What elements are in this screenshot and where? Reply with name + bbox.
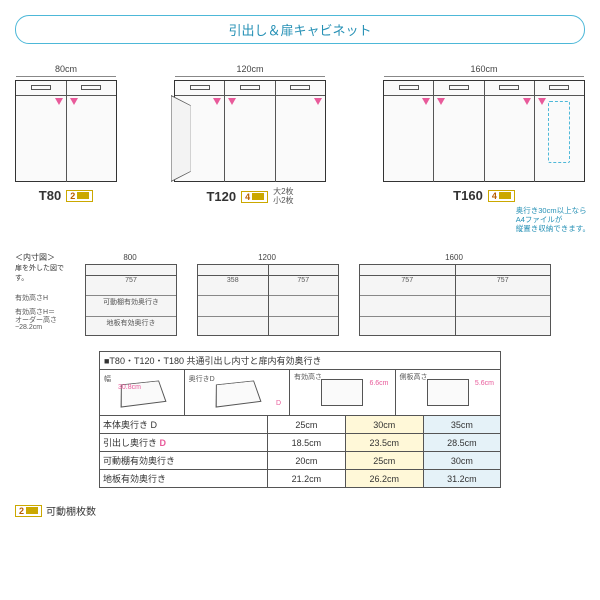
interior-unit: 800 757可動棚有効奥行き地板有効奥行き bbox=[85, 253, 177, 336]
spec-cell: 20cm bbox=[267, 452, 345, 470]
width-label: 80cm bbox=[16, 64, 116, 74]
interior-unit: 1200 358757 bbox=[197, 253, 339, 336]
interior-width-label: 800 bbox=[85, 253, 175, 262]
spec-row: 地板有効奥行き21.2cm26.2cm31.2cm bbox=[100, 470, 500, 488]
spec-row: 可動棚有効奥行き20cm25cm30cm bbox=[100, 452, 500, 470]
arrow-icon bbox=[213, 98, 221, 105]
width-label: 160cm bbox=[384, 64, 584, 74]
interior-cell: 757 bbox=[86, 276, 176, 296]
spec-cell: 28.5cm bbox=[423, 434, 500, 452]
spec-rows: 本体奥行き D25cm30cm35cm引出し奥行き D18.5cm23.5cm2… bbox=[100, 416, 500, 487]
spec-cell: 30cm bbox=[423, 452, 500, 470]
spec-cell: 23.5cm bbox=[345, 434, 423, 452]
spec-diagrams: 幅 30.8cm 奥行きD D 有効高さ 6.6cm 側板高さ 5.6cm bbox=[100, 370, 500, 416]
spec-cell: 25cm bbox=[267, 416, 345, 434]
spec-diagram-height: 有効高さ 6.6cm bbox=[290, 370, 395, 415]
shelf-sub-label: 大2枚 小2枚 bbox=[273, 188, 293, 206]
interior-box-icon: 757可動棚有効奥行き地板有効奥行き bbox=[85, 264, 177, 336]
interior-cell bbox=[456, 317, 551, 336]
interior-box-icon: 757757 bbox=[359, 264, 551, 336]
spec-cell: 26.2cm bbox=[345, 470, 423, 488]
open-door-icon bbox=[171, 95, 191, 182]
shelf-tag-icon: 2 bbox=[66, 190, 93, 202]
interior-cell: 757 bbox=[269, 276, 339, 296]
interior-side: ＜内寸図＞ 扉を外した図です。 有効高さH 有効高さH＝ オーダー高さ −28.… bbox=[15, 253, 75, 332]
arrow-icon bbox=[70, 98, 78, 105]
cabinet-icon bbox=[383, 80, 585, 182]
cabinet-icon bbox=[174, 80, 326, 182]
interior-boxes: 800757可動棚有効奥行き地板有効奥行き1200358757160075775… bbox=[85, 253, 551, 336]
model-label: T120 bbox=[206, 189, 236, 204]
title-text: 引出し＆扉キャビネット bbox=[228, 23, 371, 38]
interior-cell bbox=[360, 317, 455, 336]
section-title: 引出し＆扉キャビネット bbox=[15, 15, 585, 44]
model-row: T80 2 bbox=[39, 188, 93, 203]
interior-cell bbox=[269, 317, 339, 336]
interior-cell: 地板有効奥行き bbox=[86, 317, 176, 336]
spec-diagram-width: 幅 30.8cm bbox=[100, 370, 185, 415]
cabinet-unit: 80cm T80 2 bbox=[15, 64, 117, 233]
model-row: T120 4 大2枚 小2枚 bbox=[206, 188, 293, 206]
cabinet-unit: 160cmT1604奥行き30cm以上なら A4ファイルが 縦置き収納できます。 bbox=[383, 64, 585, 233]
footer-tag: 2 可動棚枚数 bbox=[15, 503, 96, 518]
spec-table: ■T80・T120・T180 共通引出し内寸と扉内有効奥行き 幅 30.8cm … bbox=[99, 351, 501, 488]
spec-row-label: 本体奥行き D bbox=[100, 416, 267, 434]
arrow-icon bbox=[538, 98, 546, 105]
cabinet-unit: 120cm T120 4 大2枚 小2枚 bbox=[174, 64, 326, 233]
arrow-icon bbox=[523, 98, 531, 105]
a4-highlight-icon bbox=[548, 101, 570, 163]
interior-width-label: 1200 bbox=[197, 253, 337, 262]
shelf-tag-icon: 2 bbox=[15, 505, 42, 517]
spec-row-label: 地板有効奥行き bbox=[100, 470, 267, 488]
spec-diagram-depth: 奥行きD D bbox=[185, 370, 290, 415]
interior-cell bbox=[360, 296, 455, 316]
spec-row: 引出し奥行き D18.5cm23.5cm28.5cm bbox=[100, 434, 500, 452]
spec-title: ■T80・T120・T180 共通引出し内寸と扉内有効奥行き bbox=[100, 352, 500, 370]
shelf-tag-icon: 4 bbox=[241, 191, 268, 203]
interior-row: ＜内寸図＞ 扉を外した図です。 有効高さH 有効高さH＝ オーダー高さ −28.… bbox=[15, 253, 585, 336]
shelf-tag-icon: 4 bbox=[488, 190, 515, 202]
interior-cell: 757 bbox=[360, 276, 455, 296]
spec-cell: 31.2cm bbox=[423, 470, 500, 488]
spec-cell: 18.5cm bbox=[267, 434, 345, 452]
footer-label: 可動棚枚数 bbox=[46, 503, 96, 518]
model-label: T160 bbox=[453, 188, 483, 203]
spec-cell: 25cm bbox=[345, 452, 423, 470]
spec-row: 本体奥行き D25cm30cm35cm bbox=[100, 416, 500, 434]
cabinet-icon bbox=[15, 80, 117, 182]
interior-cell: 358 bbox=[198, 276, 268, 296]
interior-width-label: 1600 bbox=[359, 253, 549, 262]
interior-cell bbox=[456, 296, 551, 316]
arrow-icon bbox=[228, 98, 236, 105]
interior-cell bbox=[198, 296, 268, 316]
model-row: T160 4 bbox=[453, 188, 515, 203]
cabinet-row: 80cmT802120cmT1204大2枚 小2枚160cmT1604奥行き30… bbox=[15, 64, 585, 233]
spec-row-label: 可動棚有効奥行き bbox=[100, 452, 267, 470]
interior-unit: 1600 757757 bbox=[359, 253, 551, 336]
spec-row-label: 引出し奥行き D bbox=[100, 434, 267, 452]
arrow-icon bbox=[437, 98, 445, 105]
interior-cell: 可動棚有効奥行き bbox=[86, 296, 176, 316]
spec-diagram-side: 側板高さ 5.6cm bbox=[396, 370, 500, 415]
spec-cell: 21.2cm bbox=[267, 470, 345, 488]
width-label: 120cm bbox=[175, 64, 325, 74]
arrow-icon bbox=[422, 98, 430, 105]
arrow-icon bbox=[314, 98, 322, 105]
interior-cell bbox=[198, 317, 268, 336]
a4-note: 奥行き30cm以上なら A4ファイルが 縦置き収納できます。 bbox=[516, 206, 590, 233]
interior-header: ＜内寸図＞ 扉を外した図です。 bbox=[15, 253, 70, 283]
arrow-icon bbox=[55, 98, 63, 105]
side-note-top: 有効高さH bbox=[15, 295, 75, 303]
side-note-main: 有効高さH＝ オーダー高さ −28.2cm bbox=[15, 309, 75, 332]
interior-cell: 757 bbox=[456, 276, 551, 296]
interior-box-icon: 358757 bbox=[197, 264, 339, 336]
spec-cell: 30cm bbox=[345, 416, 423, 434]
model-label: T80 bbox=[39, 188, 61, 203]
interior-cell bbox=[269, 296, 339, 316]
spec-cell: 35cm bbox=[423, 416, 500, 434]
